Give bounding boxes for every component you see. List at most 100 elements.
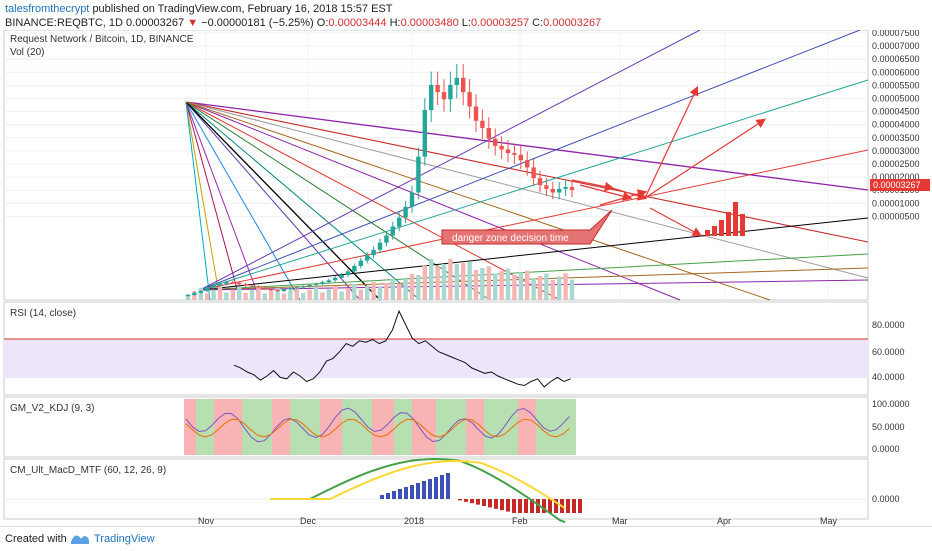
macd-tick-label: 0.0000 — [872, 494, 900, 504]
close-label: C: — [532, 17, 544, 29]
volume-bar — [409, 274, 415, 300]
macd-histogram-bar — [524, 499, 528, 513]
projection-bar — [705, 230, 710, 236]
candle-body — [454, 77, 459, 85]
macd-histogram-bar — [500, 499, 504, 511]
candle-body — [326, 280, 331, 283]
macd-histogram-bar — [488, 499, 492, 508]
volume-bar — [262, 293, 267, 300]
volume-bar — [307, 289, 312, 300]
volume-bar — [326, 289, 331, 300]
kdj-block — [412, 399, 436, 455]
candle-body — [409, 192, 415, 207]
tradingview-logo-icon — [71, 535, 89, 544]
created-with-text: Created with — [5, 533, 67, 545]
volume-bar — [256, 287, 261, 300]
trading-chart[interactable]: Request Network / Bitcoin, 1D, BINANCE V… — [0, 30, 932, 526]
fan-ray — [199, 30, 861, 291]
macd-histogram-bar — [380, 495, 384, 499]
kdj-block — [214, 399, 242, 455]
volume-bar — [557, 276, 562, 300]
volume-bar — [499, 271, 504, 300]
candle-body — [281, 289, 287, 292]
candle-body — [550, 188, 555, 193]
kdj-block — [272, 399, 290, 455]
candle-body — [237, 282, 242, 285]
fan-line — [185, 101, 381, 301]
volume-bar — [467, 262, 472, 300]
candle-body — [288, 288, 293, 290]
volume-bar — [525, 270, 530, 300]
high-value: 0.00003480 — [400, 17, 459, 29]
price-tick-label: 0.00001000 — [872, 198, 920, 208]
candle-body — [403, 206, 408, 218]
candle-body — [345, 271, 351, 275]
fan-line — [185, 101, 261, 301]
candle-body — [486, 127, 491, 139]
volume-bar — [377, 287, 383, 300]
author-link[interactable]: talesfromthecrypt — [5, 3, 90, 15]
kdj-block — [436, 399, 466, 455]
kdj-block — [466, 399, 484, 455]
fan-line — [185, 101, 211, 301]
time-tick-label: Nov — [198, 516, 215, 526]
macd-histogram-bar — [482, 499, 486, 506]
macd-histogram-bar — [530, 499, 534, 513]
candle-body — [493, 138, 498, 146]
price-tick-label: 0.00005000 — [872, 94, 920, 104]
volume-bar — [448, 259, 453, 300]
fan-ray — [199, 30, 701, 291]
volume-bars — [185, 259, 575, 300]
fan-line — [185, 101, 361, 301]
projection-bar — [719, 220, 724, 236]
volume-bar — [512, 274, 517, 300]
candle-body — [512, 153, 517, 155]
time-tick-label: Mar — [612, 516, 628, 526]
volume-bar — [269, 290, 274, 300]
kdj-block — [242, 399, 272, 455]
volume-bar — [537, 276, 543, 300]
volume-bar — [365, 285, 370, 300]
volume-bar — [352, 284, 357, 300]
candle-body — [352, 265, 357, 272]
price-tick-label: 0.00007000 — [872, 41, 920, 51]
price-pane[interactable] — [3, 30, 869, 301]
candle-body — [461, 77, 466, 93]
fan-line — [185, 101, 421, 301]
volume-bar — [416, 275, 421, 300]
candle-body — [365, 255, 370, 261]
fan-line — [185, 101, 869, 279]
price-tick-label: 0.00005500 — [872, 80, 920, 90]
volume-bar — [390, 278, 395, 300]
macd-histogram-bar — [416, 483, 420, 499]
danger-zone-callout[interactable]: danger zone decision time — [441, 209, 613, 245]
candle-body — [217, 283, 223, 286]
macd-histogram-bar — [506, 499, 510, 512]
candle-body — [333, 277, 338, 281]
low-label: L: — [461, 17, 471, 29]
volume-bar — [461, 263, 466, 300]
price-tick-label: 0.00007500 — [872, 30, 920, 38]
down-arrow-icon: ▼ — [187, 17, 199, 29]
macd-histogram-bar — [440, 475, 444, 499]
tradingview-brand-link[interactable]: TradingView — [94, 533, 155, 545]
macd-histogram-bar — [548, 499, 552, 513]
candle-body — [320, 282, 325, 284]
candle-body — [537, 178, 543, 186]
price-tick-label: 0.00002000 — [872, 172, 920, 182]
macd-histogram-bar — [566, 499, 570, 513]
low-value: 0.00003257 — [470, 17, 530, 29]
open-label: O: — [316, 17, 329, 29]
macd-histogram-bar — [464, 499, 468, 502]
candle-body — [185, 294, 191, 296]
candle-body — [416, 156, 421, 193]
symbol-label: BINANCE:REQBTC, 1D — [5, 17, 123, 29]
candle-body — [448, 84, 453, 100]
volume-bar — [288, 290, 293, 300]
projection-bar — [712, 226, 717, 236]
rsi-tick-label: 80.0000 — [872, 320, 905, 330]
volume-bar — [486, 266, 491, 300]
macd-histogram-bar — [458, 499, 462, 501]
ohlc-line: BINANCE:REQBTC, 1D 0.00003267 ▼ −0.00000… — [5, 17, 601, 29]
volume-bar — [339, 291, 344, 300]
